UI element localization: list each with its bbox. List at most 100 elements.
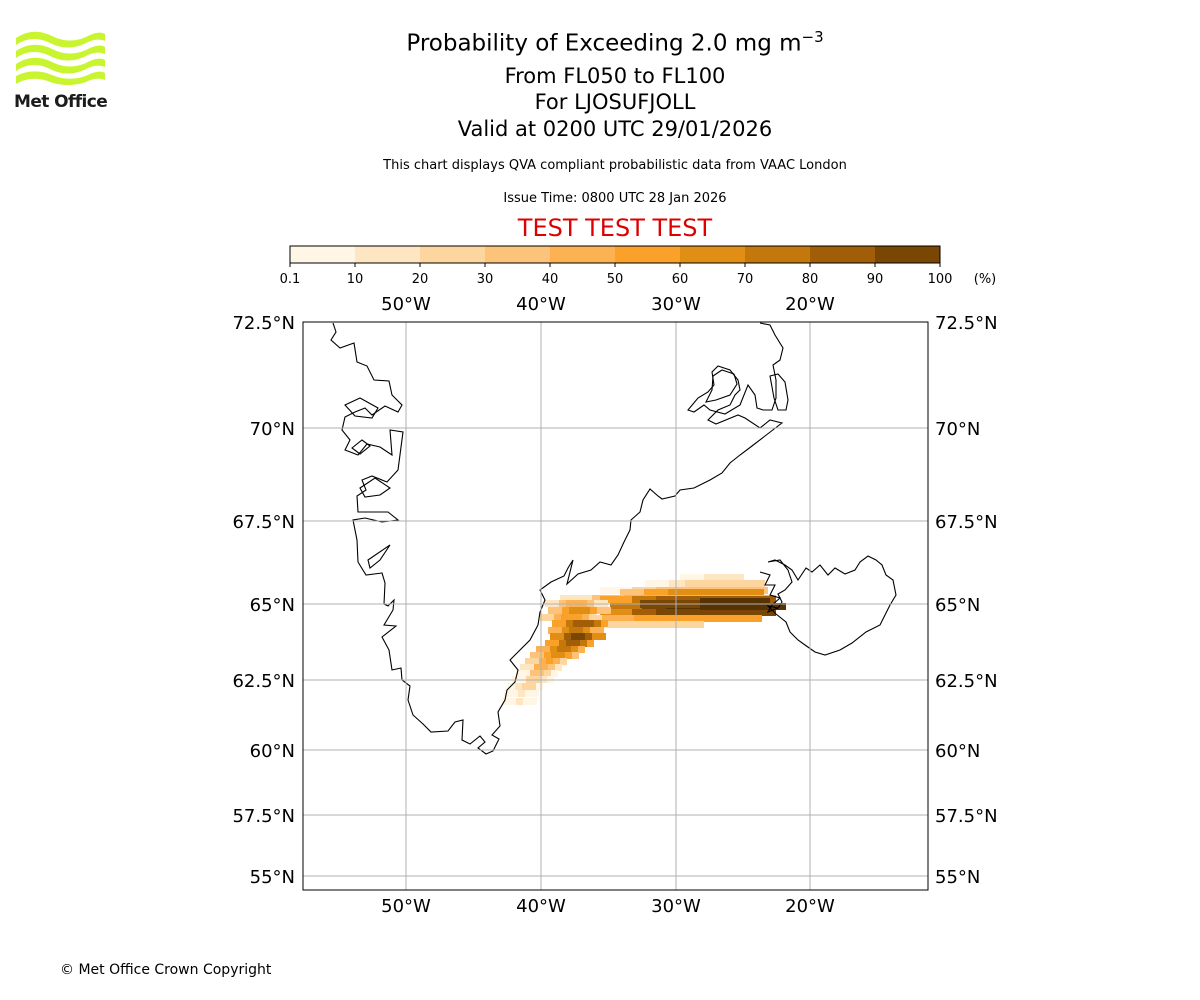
plume-cell (548, 627, 555, 634)
latitude-label: 60°N (250, 741, 295, 762)
plume-cell (566, 620, 573, 627)
plume-cell (682, 615, 690, 622)
plume-cell (716, 589, 724, 596)
plume-cell (544, 652, 551, 659)
latitude-labels-left: 72.5°N 70°N 67.5°N 65°N 62.5°N 60°N 57.5°N 55°N (232, 313, 295, 888)
latitude-label: 62.5°N (232, 671, 295, 692)
plume-cell (632, 609, 640, 616)
plume-cell (571, 646, 578, 653)
plume-cell (550, 646, 557, 653)
plume-cell (583, 607, 590, 614)
plume-cell (523, 698, 530, 705)
plume-cell (688, 609, 696, 616)
plume-cell (527, 664, 534, 671)
latitude-label: 62.5°N (935, 671, 998, 692)
plume-cell (539, 658, 546, 665)
plume-cell (740, 589, 748, 596)
plume-cell (608, 596, 616, 603)
plume-cell (690, 615, 698, 622)
map-frame (302, 321, 929, 891)
plume-cell (770, 603, 778, 610)
plume-cell (553, 658, 560, 665)
plume-cell (728, 609, 736, 616)
plume-cell (608, 621, 616, 628)
longitude-labels-top: 50°W 40°W 30°W 20°W (381, 294, 835, 315)
colorbar-tick-label: 10 (347, 272, 364, 287)
iceland-coastline (759, 571, 782, 614)
plume-cell (557, 646, 564, 653)
plume-cell (525, 658, 532, 665)
plume-cell (600, 587, 608, 594)
latitude-label: 70°N (935, 419, 980, 440)
plume-cell (644, 589, 652, 596)
colorbar-ticks: 0.1 10 20 30 40 50 60 70 80 90 100 (280, 263, 952, 287)
plume-cell (583, 627, 590, 634)
plume-cell (551, 652, 558, 659)
plume-cell (626, 615, 634, 622)
plume-cell (676, 589, 684, 596)
plume-cell (732, 589, 740, 596)
plume-cell (640, 609, 648, 616)
plume-cell (714, 615, 722, 622)
plume-cell (722, 615, 730, 622)
plume-cell (688, 596, 696, 603)
plume-cell (692, 589, 700, 596)
plume-cell (688, 574, 696, 581)
plume-cell (597, 627, 604, 634)
longitude-labels-bottom: 50°W 40°W 30°W 20°W (381, 896, 835, 917)
colorbar-cell (745, 246, 810, 263)
plume-cell (736, 574, 744, 581)
longitude-label: 30°W (651, 294, 701, 315)
colorbar-cell (810, 246, 875, 263)
plume-cell (540, 614, 547, 621)
latitude-label: 72.5°N (232, 313, 295, 334)
plume-cell (557, 633, 564, 640)
title-exponent: −3 (801, 28, 824, 46)
plume-cell (511, 690, 518, 697)
plume-cell (610, 615, 618, 622)
plume-cell (709, 580, 717, 587)
plume-cell (543, 646, 550, 653)
plume-cell (680, 596, 688, 603)
plume-cell (642, 615, 650, 622)
plume-cell (604, 607, 611, 614)
plume-cell (594, 615, 602, 622)
plume-cell (628, 589, 636, 596)
plume-cell (582, 614, 589, 621)
plume-cell (530, 698, 537, 705)
latitude-label: 57.5°N (232, 806, 295, 827)
test-banner: TEST TEST TEST (517, 214, 713, 242)
colorbar-tick-label: 80 (802, 272, 819, 287)
plume-cell (534, 664, 541, 671)
title-text: Probability of Exceeding 2.0 mg m (406, 30, 802, 57)
plume-cell (696, 609, 704, 616)
plume-cell (728, 574, 736, 581)
plume-cell (515, 683, 522, 690)
plume-cell (648, 596, 656, 603)
plume-cell (566, 640, 573, 647)
plume-cell (661, 580, 669, 587)
colorbar-cell (615, 246, 680, 263)
plume-cell (778, 603, 786, 610)
plume-cell (696, 574, 704, 581)
plume-cell (580, 620, 587, 627)
plume-cell (708, 589, 716, 596)
plume-cell (650, 615, 658, 622)
longitude-label: 40°W (516, 896, 566, 917)
longitude-label: 50°W (381, 896, 431, 917)
colorbar-tick-label: 40 (542, 272, 559, 287)
colorbar-cell (420, 246, 485, 263)
plume-cell (653, 580, 661, 587)
plume-cell (733, 580, 741, 587)
plume-cell (530, 670, 537, 677)
plume-cell (564, 633, 571, 640)
plume-cell (516, 670, 523, 677)
plume-cell (741, 580, 749, 587)
latitude-label: 65°N (935, 595, 980, 616)
plume-cell (584, 595, 592, 602)
plume-cell (504, 690, 511, 697)
plume-cell (620, 589, 628, 596)
plume-cell (688, 621, 696, 628)
plume-cell (608, 609, 616, 616)
plume-cell (756, 589, 764, 596)
